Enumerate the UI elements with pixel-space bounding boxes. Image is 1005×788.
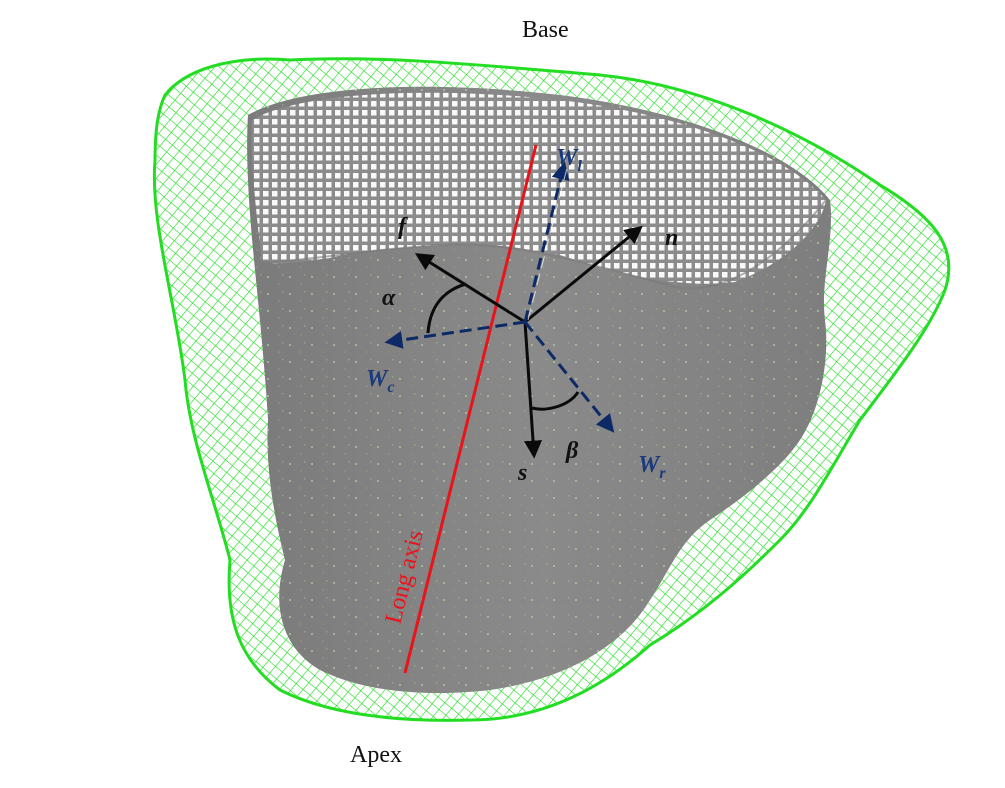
w-r-label: Wr	[638, 452, 666, 482]
w-l-main: W	[556, 145, 579, 171]
w-r-vector-arrow	[523, 321, 615, 433]
fiber-vectors	[414, 225, 643, 459]
w-c-label: Wc	[366, 366, 394, 396]
beta-label: β	[565, 438, 579, 464]
w-l-sub: l	[577, 158, 582, 175]
n-vector-arrow	[524, 225, 643, 324]
alpha-label: α	[382, 285, 396, 311]
f-vector-arrow	[414, 253, 526, 324]
s-vector-arrow	[523, 321, 543, 459]
base-label: Base	[522, 17, 569, 43]
w-r-main: W	[638, 452, 661, 478]
w-c-main: W	[366, 366, 389, 392]
w-c-sub: c	[387, 379, 394, 396]
n-label: n	[665, 225, 678, 251]
wall-vectors	[384, 161, 615, 433]
w-c-vector-arrow	[384, 320, 526, 349]
alpha-arc	[426, 282, 467, 334]
long-axis-line	[403, 144, 538, 674]
beta-arc	[531, 391, 580, 411]
inner-mesh	[251, 92, 827, 290]
w-r-sub: r	[659, 465, 666, 482]
w-l-label: Wl	[556, 145, 582, 175]
apex-label: Apex	[350, 742, 402, 768]
f-label: f	[398, 214, 408, 240]
s-label: s	[517, 460, 527, 486]
w-l-vector-arrow	[523, 161, 570, 323]
